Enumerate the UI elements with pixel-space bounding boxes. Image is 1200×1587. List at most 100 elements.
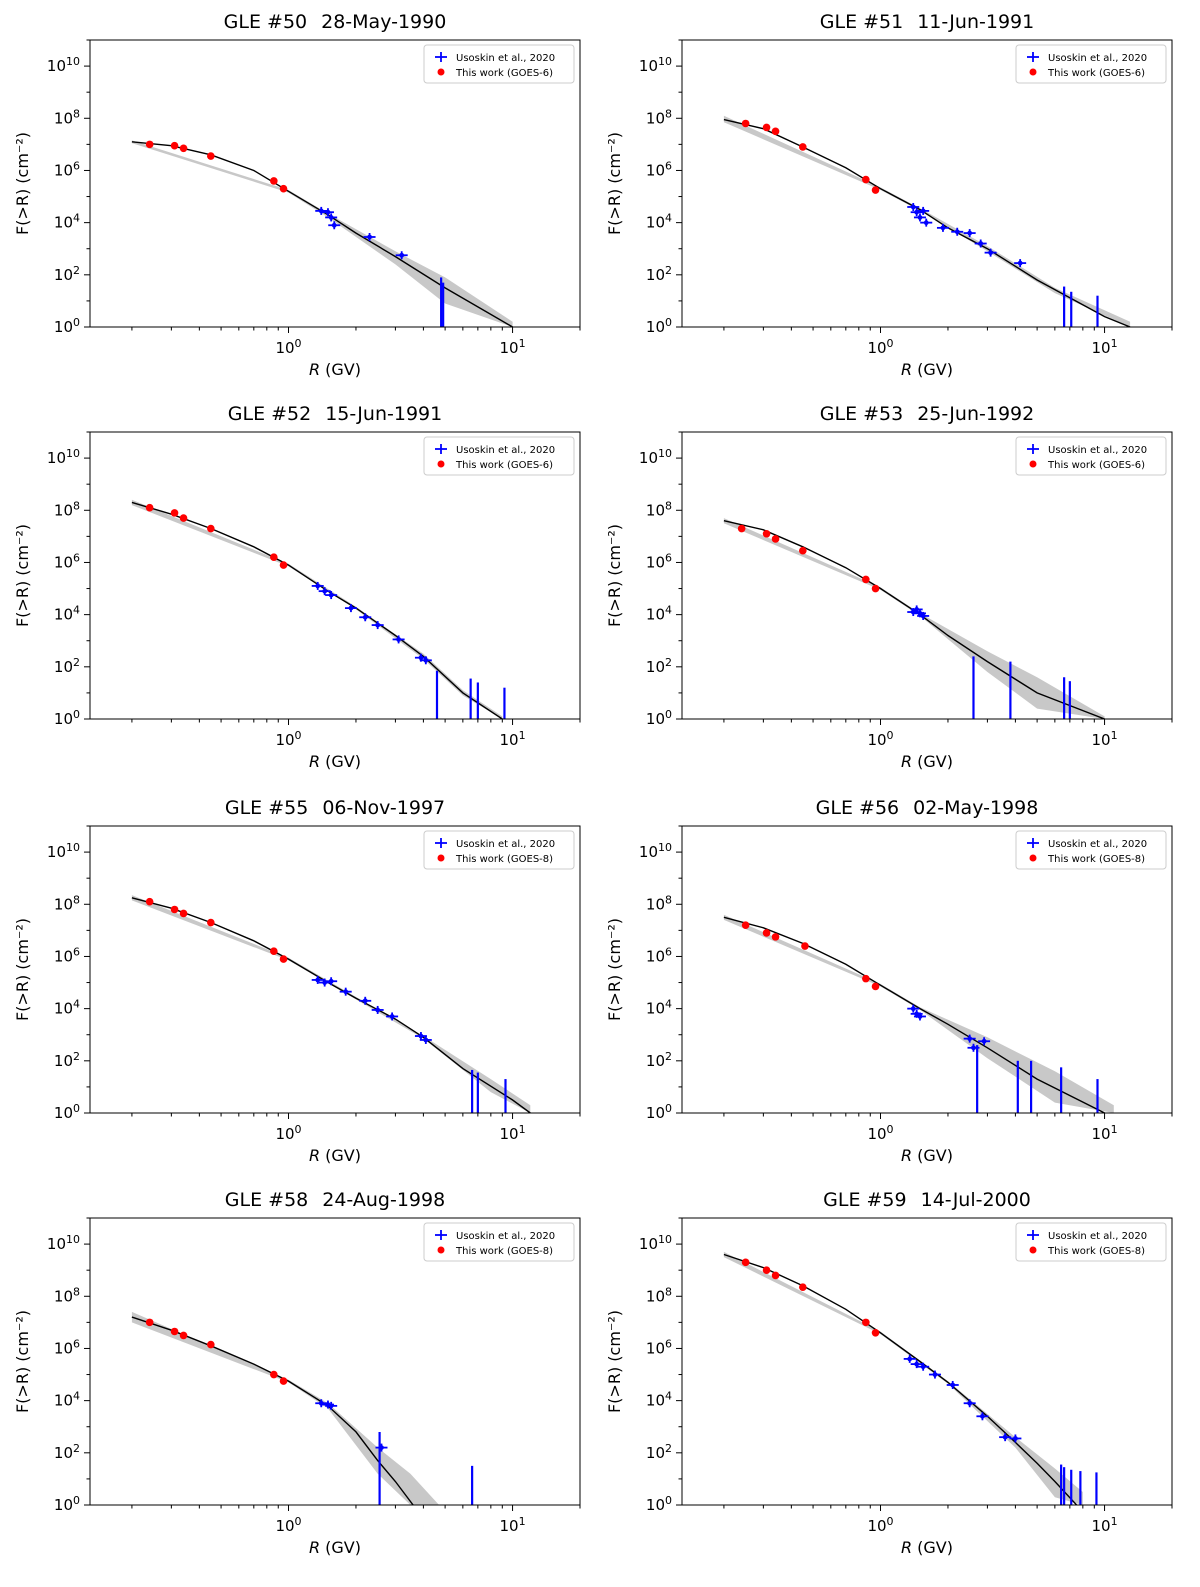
plot-data <box>131 499 506 719</box>
usoskin-point <box>362 614 368 620</box>
goes-point <box>179 1331 188 1340</box>
goes-point <box>170 1327 179 1336</box>
y-tick-label: 108 <box>646 499 672 520</box>
title-date: 25-Jun-1992 <box>917 403 1034 425</box>
y-tick-label: 102 <box>646 1049 672 1070</box>
goes-point <box>871 186 880 194</box>
legend-goes-label: This work (GOES-6) <box>1047 68 1145 79</box>
legend-goes-marker <box>437 68 445 76</box>
title-date: 06-Nov-1997 <box>322 797 445 819</box>
legend-usoskin-label: Usoskin et al., 2020 <box>456 53 555 64</box>
plot-data <box>723 914 1114 1113</box>
x-tick-label: 100 <box>275 1515 301 1536</box>
usoskin-point <box>322 588 328 594</box>
title-event: GLE #53 <box>820 403 903 425</box>
y-tick-label: 100 <box>54 316 80 337</box>
y-tick-label: 1010 <box>639 841 672 862</box>
legend-usoskin-label: Usoskin et al., 2020 <box>1048 53 1147 64</box>
title-event: GLE #52 <box>228 403 311 425</box>
fit-curve <box>723 1253 1078 1505</box>
x-tick-label: 101 <box>500 729 526 750</box>
legend: Usoskin et al., 2020 This work (GOES-8) <box>423 1222 575 1262</box>
goes-point <box>862 1318 870 1327</box>
goes-point <box>170 509 179 517</box>
usoskin-point <box>1013 1436 1018 1441</box>
usoskin-point <box>379 1445 384 1450</box>
x-tick-label: 101 <box>500 1515 526 1536</box>
plot-frame <box>89 431 581 720</box>
y-tick-label: 100 <box>646 1102 672 1123</box>
usoskin-point <box>348 605 354 611</box>
y-tick-label: 106 <box>54 1337 80 1358</box>
legend-box <box>423 436 575 476</box>
goes-point <box>871 982 880 991</box>
usoskin-point <box>375 622 381 628</box>
legend-goes-label: This work (GOES-6) <box>455 68 553 79</box>
x-tick-label: 101 <box>500 337 526 358</box>
usoskin-point <box>967 1400 973 1406</box>
y-tick-label: 102 <box>646 1441 672 1462</box>
goes-point <box>741 921 750 929</box>
title-date: 28-May-1990 <box>321 11 446 33</box>
goes-point <box>762 123 771 132</box>
usoskin-point <box>950 1382 956 1388</box>
usoskin-point <box>917 215 923 220</box>
y-tick-label: 108 <box>54 499 80 520</box>
title-date: 14-Jul-2000 <box>921 1189 1031 1211</box>
goes-point <box>799 1283 807 1291</box>
y-tick-label: 1010 <box>639 55 672 76</box>
goes-point <box>170 141 179 150</box>
x-axis-label: R (GV) <box>309 1146 361 1165</box>
plot-data <box>723 518 1105 719</box>
y-tick-label: 104 <box>646 1389 672 1410</box>
goes-point <box>207 524 215 533</box>
plot-frame <box>681 1217 1173 1506</box>
goes-point <box>741 1258 750 1267</box>
y-tick-label: 106 <box>646 1337 672 1358</box>
y-tick-label: 100 <box>54 1102 80 1123</box>
usoskin-point <box>328 1403 334 1409</box>
goes-point <box>771 933 780 941</box>
usoskin-point <box>980 1413 985 1419</box>
uncertainty-band <box>131 140 513 327</box>
usoskin-point <box>920 208 926 214</box>
y-axis-label: F(>R) (cm⁻²) <box>605 1310 624 1413</box>
goes-point <box>279 955 288 963</box>
chart-title: GLE #53 25-Jun-1992 <box>820 403 1034 425</box>
legend: Usoskin et al., 2020 This work (GOES-8) <box>423 830 575 870</box>
x-tick-label: 101 <box>1092 1515 1118 1536</box>
y-tick-label: 1010 <box>639 1233 672 1254</box>
usoskin-point <box>325 209 331 215</box>
fit-curve <box>131 897 531 1113</box>
plot-frame <box>89 1217 581 1506</box>
goes-point <box>145 503 154 512</box>
chart-panel-8: GLE #59 14-Jul-2000 100 101 100 102 104 106 108 1… <box>605 1189 1173 1557</box>
goes-point <box>207 152 215 160</box>
y-tick-label: 1010 <box>47 447 80 468</box>
goes-point <box>741 119 750 128</box>
goes-point <box>170 905 179 914</box>
usoskin-point <box>331 222 337 228</box>
x-tick-label: 100 <box>867 1123 893 1144</box>
usoskin-point <box>932 1372 938 1377</box>
goes-point <box>801 942 809 950</box>
legend-usoskin-label: Usoskin et al., 2020 <box>1048 839 1147 850</box>
usoskin-point <box>914 1011 920 1017</box>
x-tick-label: 101 <box>500 1123 526 1144</box>
y-tick-label: 1010 <box>639 447 672 468</box>
legend-goes-marker <box>437 1246 445 1254</box>
x-axis-label: R (GV) <box>901 752 953 771</box>
legend-goes-label: This work (GOES-6) <box>455 460 553 471</box>
goes-point <box>207 1340 215 1349</box>
x-tick-label: 101 <box>1092 337 1118 358</box>
title-event: GLE #58 <box>225 1189 308 1211</box>
chart-title: GLE #58 24-Aug-1998 <box>225 1189 445 1211</box>
fit-curve <box>723 118 1131 327</box>
goes-point <box>179 909 188 918</box>
usoskin-point <box>362 998 368 1004</box>
plot-data <box>131 140 513 327</box>
y-tick-label: 104 <box>646 603 672 624</box>
usoskin-point <box>315 583 321 589</box>
legend-goes-marker <box>1029 68 1037 76</box>
y-tick-label: 102 <box>646 655 672 676</box>
